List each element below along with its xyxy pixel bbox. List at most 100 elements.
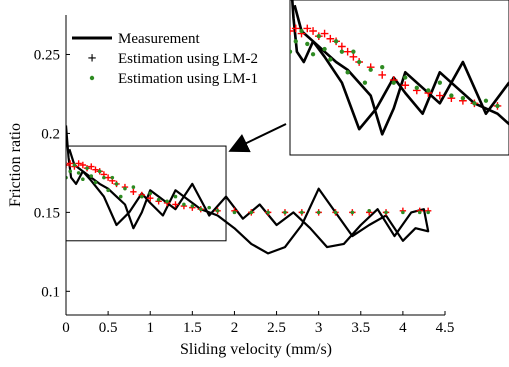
inset-lm2-point	[378, 71, 387, 79]
lm1-point	[190, 204, 195, 208]
x-tick-label: 4.5	[436, 320, 455, 336]
x-tick-label: 1.5	[183, 320, 202, 336]
inset-lm1-point	[414, 85, 419, 90]
lm1-point	[198, 207, 203, 212]
inset-lm1-point	[483, 98, 489, 103]
inset-lm1-point	[293, 39, 298, 44]
inset-lm1-point	[403, 75, 408, 80]
lm1-point	[165, 199, 169, 204]
inset-lm1-point	[328, 57, 333, 62]
inset-lm1-point	[290, 49, 293, 54]
inset-lm1-point	[310, 52, 316, 57]
inset-lm1-point	[368, 67, 373, 72]
lm2-point	[88, 163, 95, 170]
lm1-point	[106, 188, 110, 193]
inset-series-measurement-line	[290, 0, 509, 136]
lm1-point	[110, 175, 115, 180]
inset-lm1-point	[351, 49, 356, 54]
inset-lm2-point	[401, 81, 410, 90]
lm1-point	[123, 186, 127, 191]
lm1-point	[140, 194, 144, 199]
lm2-point	[79, 161, 87, 169]
x-tick-label: 4	[399, 320, 407, 336]
lm1-point	[102, 175, 106, 180]
inset-lm1-point	[426, 88, 431, 93]
lm2-point	[92, 166, 99, 173]
x-tick-label: 0	[62, 320, 70, 336]
x-tick-label: 0.5	[99, 320, 118, 336]
inset-lm1-point	[305, 41, 310, 47]
lm1-point	[182, 202, 186, 207]
inset-lm1-point	[460, 96, 466, 101]
x-tick-label: 2	[231, 320, 239, 336]
inset-lm1-point	[362, 80, 368, 85]
y-tick-label: 0.15	[34, 205, 60, 221]
lm1-point	[207, 205, 211, 210]
zoom-inset	[289, 0, 509, 156]
y-axis-label: Friction ratio	[7, 123, 24, 207]
inset-lm1-point	[495, 103, 500, 109]
legend-lm2-marker: +	[87, 50, 96, 67]
inset-lm1-point	[345, 70, 350, 75]
lm1-point	[266, 210, 270, 215]
y-tick-label: 0.25	[34, 47, 60, 63]
lm2-point	[130, 188, 137, 196]
inset-lm1-point	[380, 65, 385, 70]
lm1-point	[426, 210, 430, 215]
lm1-point	[131, 185, 136, 189]
lm1-point	[93, 180, 98, 185]
tick-layer: 0 0.5 1 1.5 2 2.5 3 3.5 4 4.5 0.1 0.15 0.2 0.25	[34, 47, 455, 336]
lm1-point	[333, 210, 338, 215]
lm1-point	[283, 210, 287, 215]
lm1-point	[85, 166, 89, 170]
legend-lm1-marker	[89, 75, 95, 81]
lm1-point	[384, 210, 388, 215]
inset-lm2-point	[291, 24, 300, 33]
lm2-point	[75, 160, 82, 167]
x-axis-label: Sliding velocity (mm/s)	[180, 341, 332, 358]
lm2-point	[66, 161, 70, 169]
inset-lm2-point	[338, 42, 346, 51]
lm1-point	[173, 194, 178, 199]
inset-lm2-point	[349, 52, 358, 61]
inset-lm2-point	[290, 27, 294, 35]
lm2-point	[67, 160, 74, 167]
lm1-point	[89, 174, 94, 178]
inset-lm1-point	[339, 49, 345, 54]
legend-lm2-label: Estimation using LM-2	[118, 51, 258, 67]
lm1-point	[114, 182, 119, 186]
zoom-region-box	[65, 145, 227, 242]
lm1-point	[316, 210, 321, 215]
lm1-point	[401, 210, 405, 215]
lm1-point	[300, 210, 304, 215]
x-tick-label: 1	[146, 320, 154, 336]
inset-lm1-point	[391, 80, 396, 85]
x-tick-label: 3.5	[351, 320, 370, 336]
lm1-point	[417, 210, 422, 215]
zoom-arrow	[228, 123, 287, 153]
inset-lm1-point	[322, 46, 327, 52]
lm1-point	[215, 208, 220, 213]
inset-lm1-point	[299, 28, 304, 34]
inset-lm1-point	[316, 34, 321, 39]
lm1-point	[350, 210, 355, 215]
inset-lm1-point	[333, 39, 339, 44]
lm1-point	[72, 163, 77, 167]
legend-lm1-label: Estimation using LM-1	[118, 71, 258, 87]
inset-lm1-point	[356, 59, 362, 65]
lm1-point	[76, 171, 81, 175]
lm2-point	[172, 201, 179, 208]
data-layer	[66, 125, 432, 255]
inset-lm2-point	[343, 47, 352, 56]
lm1-point	[232, 210, 237, 215]
lm2-point	[147, 194, 154, 202]
inset-lm2-point	[326, 34, 335, 43]
y-tick-label: 0.1	[41, 284, 60, 300]
x-tick-label: 3	[315, 320, 323, 336]
lm1-point	[97, 169, 102, 174]
lm1-point	[68, 169, 73, 174]
series-measurement-line	[66, 125, 430, 255]
inset-lm2-point	[303, 24, 312, 33]
